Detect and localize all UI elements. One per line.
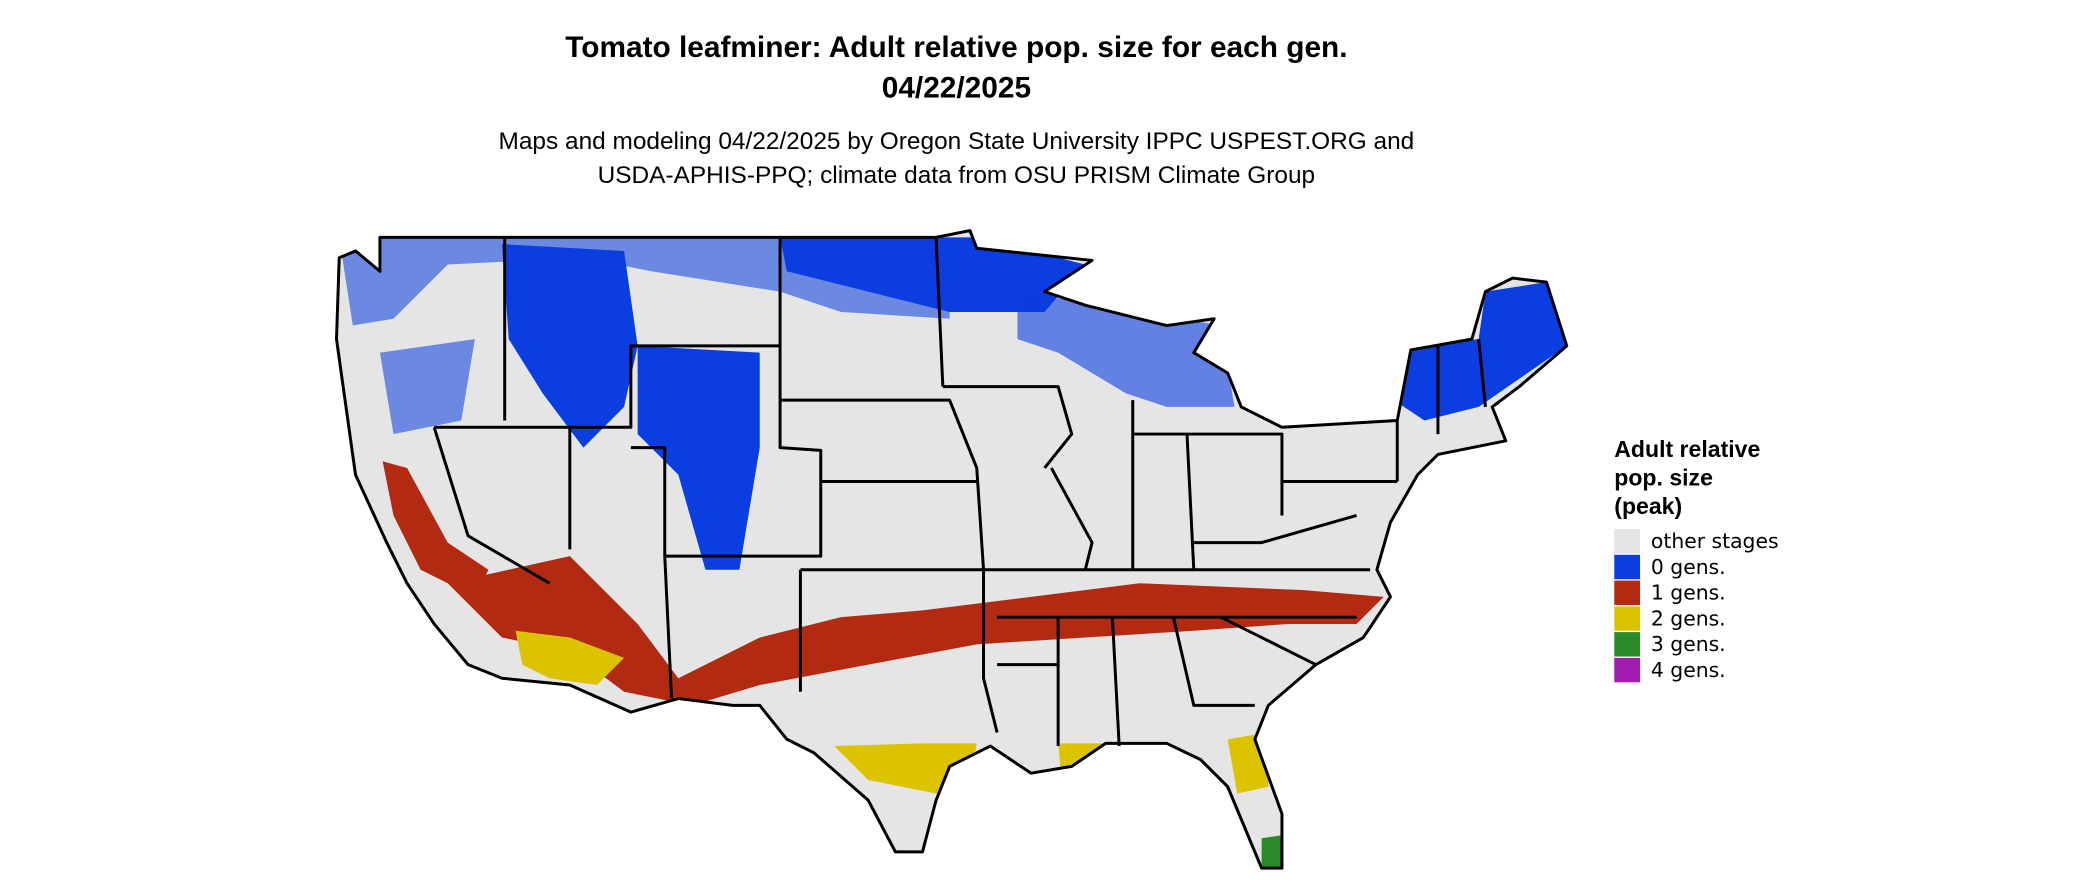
legend-label: 2 gens. (1651, 606, 1726, 630)
region (382, 461, 489, 597)
region (637, 345, 760, 570)
legend-label: other stages (1651, 529, 1779, 553)
region (1370, 282, 1567, 421)
legend-swatch (1614, 606, 1641, 631)
subtitle: Maps and modeling 04/22/2025 by Oregon S… (499, 128, 1415, 155)
legend-title: pop. size (1614, 465, 1713, 491)
region (379, 339, 475, 435)
us-map (335, 229, 1569, 870)
legend-label: 4 gens. (1651, 658, 1726, 682)
region (501, 244, 638, 448)
subtitle: USDA-APHIS-PPQ; climate data from OSU PR… (598, 162, 1315, 189)
region (1261, 834, 1289, 869)
legend: Adult relative pop. size(peak) other stage… (1614, 436, 1779, 683)
legend-title: (peak) (1614, 493, 1682, 519)
region (515, 630, 625, 686)
legend-swatch (1614, 554, 1641, 580)
legend-label: 1 gens. (1651, 581, 1726, 605)
legend-label: 3 gens. (1651, 632, 1726, 656)
legend-swatch (1614, 529, 1641, 554)
region (834, 743, 977, 794)
legend-swatch (1614, 580, 1641, 605)
legend-title: Adult relative (1614, 436, 1760, 462)
legend-label: 0 gens. (1651, 555, 1726, 579)
state-borders (432, 237, 1487, 747)
title-date: 04/22/2025 (882, 72, 1031, 105)
region (780, 237, 1086, 312)
title: Tomato leafminer: Adult relative pop. si… (565, 31, 1347, 64)
region (447, 556, 1384, 706)
legend-swatch (1614, 657, 1641, 683)
legend-swatch (1614, 632, 1641, 657)
